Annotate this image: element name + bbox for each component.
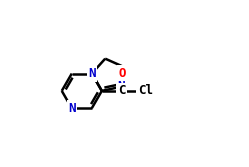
Text: C: C [118, 84, 125, 97]
Text: N: N [88, 67, 96, 80]
Text: O: O [118, 67, 125, 80]
Text: Cl: Cl [138, 84, 153, 97]
Text: N: N [68, 102, 75, 115]
Text: N: N [118, 80, 125, 93]
